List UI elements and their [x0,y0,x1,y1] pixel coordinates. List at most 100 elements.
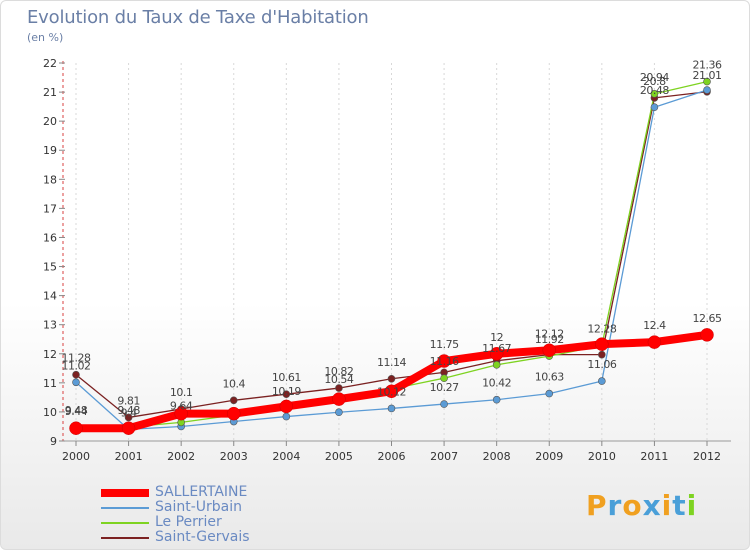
data-point [542,343,556,358]
legend-item-le-perrier: Le Perrier [101,515,341,530]
logo-letter: i [686,489,698,522]
x-tick-label: 2007 [430,450,458,463]
x-tick-label: 2012 [693,450,721,463]
y-tick-label: 13 [43,319,57,332]
data-point [440,400,448,408]
data-point [174,406,188,421]
data-point [703,77,711,86]
x-tick-label: 2010 [588,450,616,463]
x-tick-label: 2005 [325,450,353,463]
logo-letter: o [622,489,643,522]
y-tick-label: 18 [43,173,57,186]
data-point [387,404,396,413]
data-label: 12.28 [587,323,616,336]
legend: SALLERTAINE Saint-Urbain Le Perrier Sain… [101,485,341,545]
data-label: 10.82 [324,365,353,378]
logo-letter: t [672,489,687,522]
data-point [69,421,83,435]
data-point [650,103,659,111]
data-point [72,370,80,379]
legend-swatch-saint-gervais [101,537,149,539]
data-label: 10.54 [324,373,353,386]
x-tick-label: 2009 [535,450,563,463]
data-label: 11.28 [62,352,91,365]
data-label: 10.27 [430,381,459,394]
data-point [437,354,451,368]
data-point [121,421,136,435]
y-tick-label: 14 [43,290,57,303]
data-label: 11.02 [62,359,91,372]
data-label: 12.65 [693,312,722,325]
y-tick-label: 17 [43,202,57,215]
data-point [335,384,343,392]
data-label: 9.64 [170,399,193,412]
data-label: 11.16 [430,355,459,368]
data-point [650,90,659,98]
y-tick-label: 22 [43,57,57,70]
data-label: 20.94 [640,71,669,84]
x-tick-label: 2002 [167,450,195,463]
chart-subtitle: (en %) [27,31,64,44]
data-point [387,374,396,383]
y-tick-label: 11 [43,377,57,390]
legend-item-saint-gervais: Saint-Gervais [101,530,341,545]
data-label: 12.4 [643,319,666,332]
data-label: 12.12 [535,327,564,340]
data-label: 11.14 [377,356,406,369]
y-tick-label: 12 [43,348,57,361]
data-point [703,86,711,94]
legend-label: Saint-Gervais [155,529,250,545]
logo-letter: x [642,489,662,522]
data-label: 11.75 [430,338,459,351]
x-tick-label: 2011 [640,450,668,463]
data-point [489,347,504,361]
data-label: 11.06 [587,358,616,371]
data-point [124,413,133,422]
data-label: 10.4 [223,377,246,390]
data-label: 10.61 [272,371,301,384]
data-point [229,396,238,405]
data-label: 11.67 [482,342,511,355]
logo-letter: i [661,489,673,522]
y-tick-label: 19 [43,144,57,157]
x-tick-label: 2001 [115,450,143,463]
legend-item-saint-urbain: Saint-Urbain [101,500,341,515]
data-point [282,412,291,421]
x-tick-label: 2003 [220,450,248,463]
logo-letter: r [607,489,623,522]
data-point [492,361,501,369]
x-tick-label: 2008 [483,450,511,463]
data-point [332,392,346,406]
data-label: 10.42 [482,377,511,390]
data-label: 21.01 [693,69,722,82]
data-label: 9.48 [65,404,88,417]
data-point [700,328,714,342]
x-tick-label: 2000 [62,450,90,463]
data-point [335,408,343,417]
data-label: 12 [490,331,503,344]
data-point [492,395,501,404]
data-label: 20.48 [640,84,669,97]
data-label: 9.48 [117,404,140,417]
data-point [598,350,606,359]
data-point [545,389,554,398]
legend-label: Le Perrier [155,514,222,530]
data-point [595,337,609,351]
data-label: 9.44 [65,405,88,418]
data-label: 10.1 [170,386,193,399]
y-tick-label: 9 [50,435,57,448]
legend-swatch-le-perrier [101,522,149,524]
x-tick-label: 2006 [378,450,406,463]
proxiti-logo: Proxiti [586,489,697,522]
legend-item-sallertaine: SALLERTAINE [101,485,341,500]
data-point [282,390,291,398]
y-tick-label: 20 [43,115,57,128]
legend-swatch-sallertaine [101,489,149,497]
data-point [72,378,80,387]
legend-label: SALLERTAINE [155,484,248,500]
y-tick-label: 21 [43,86,57,99]
chart-title: Evolution du Taux de Taxe d'Habitation [27,7,369,28]
data-point [598,377,606,385]
legend-swatch-saint-urbain [101,507,149,509]
